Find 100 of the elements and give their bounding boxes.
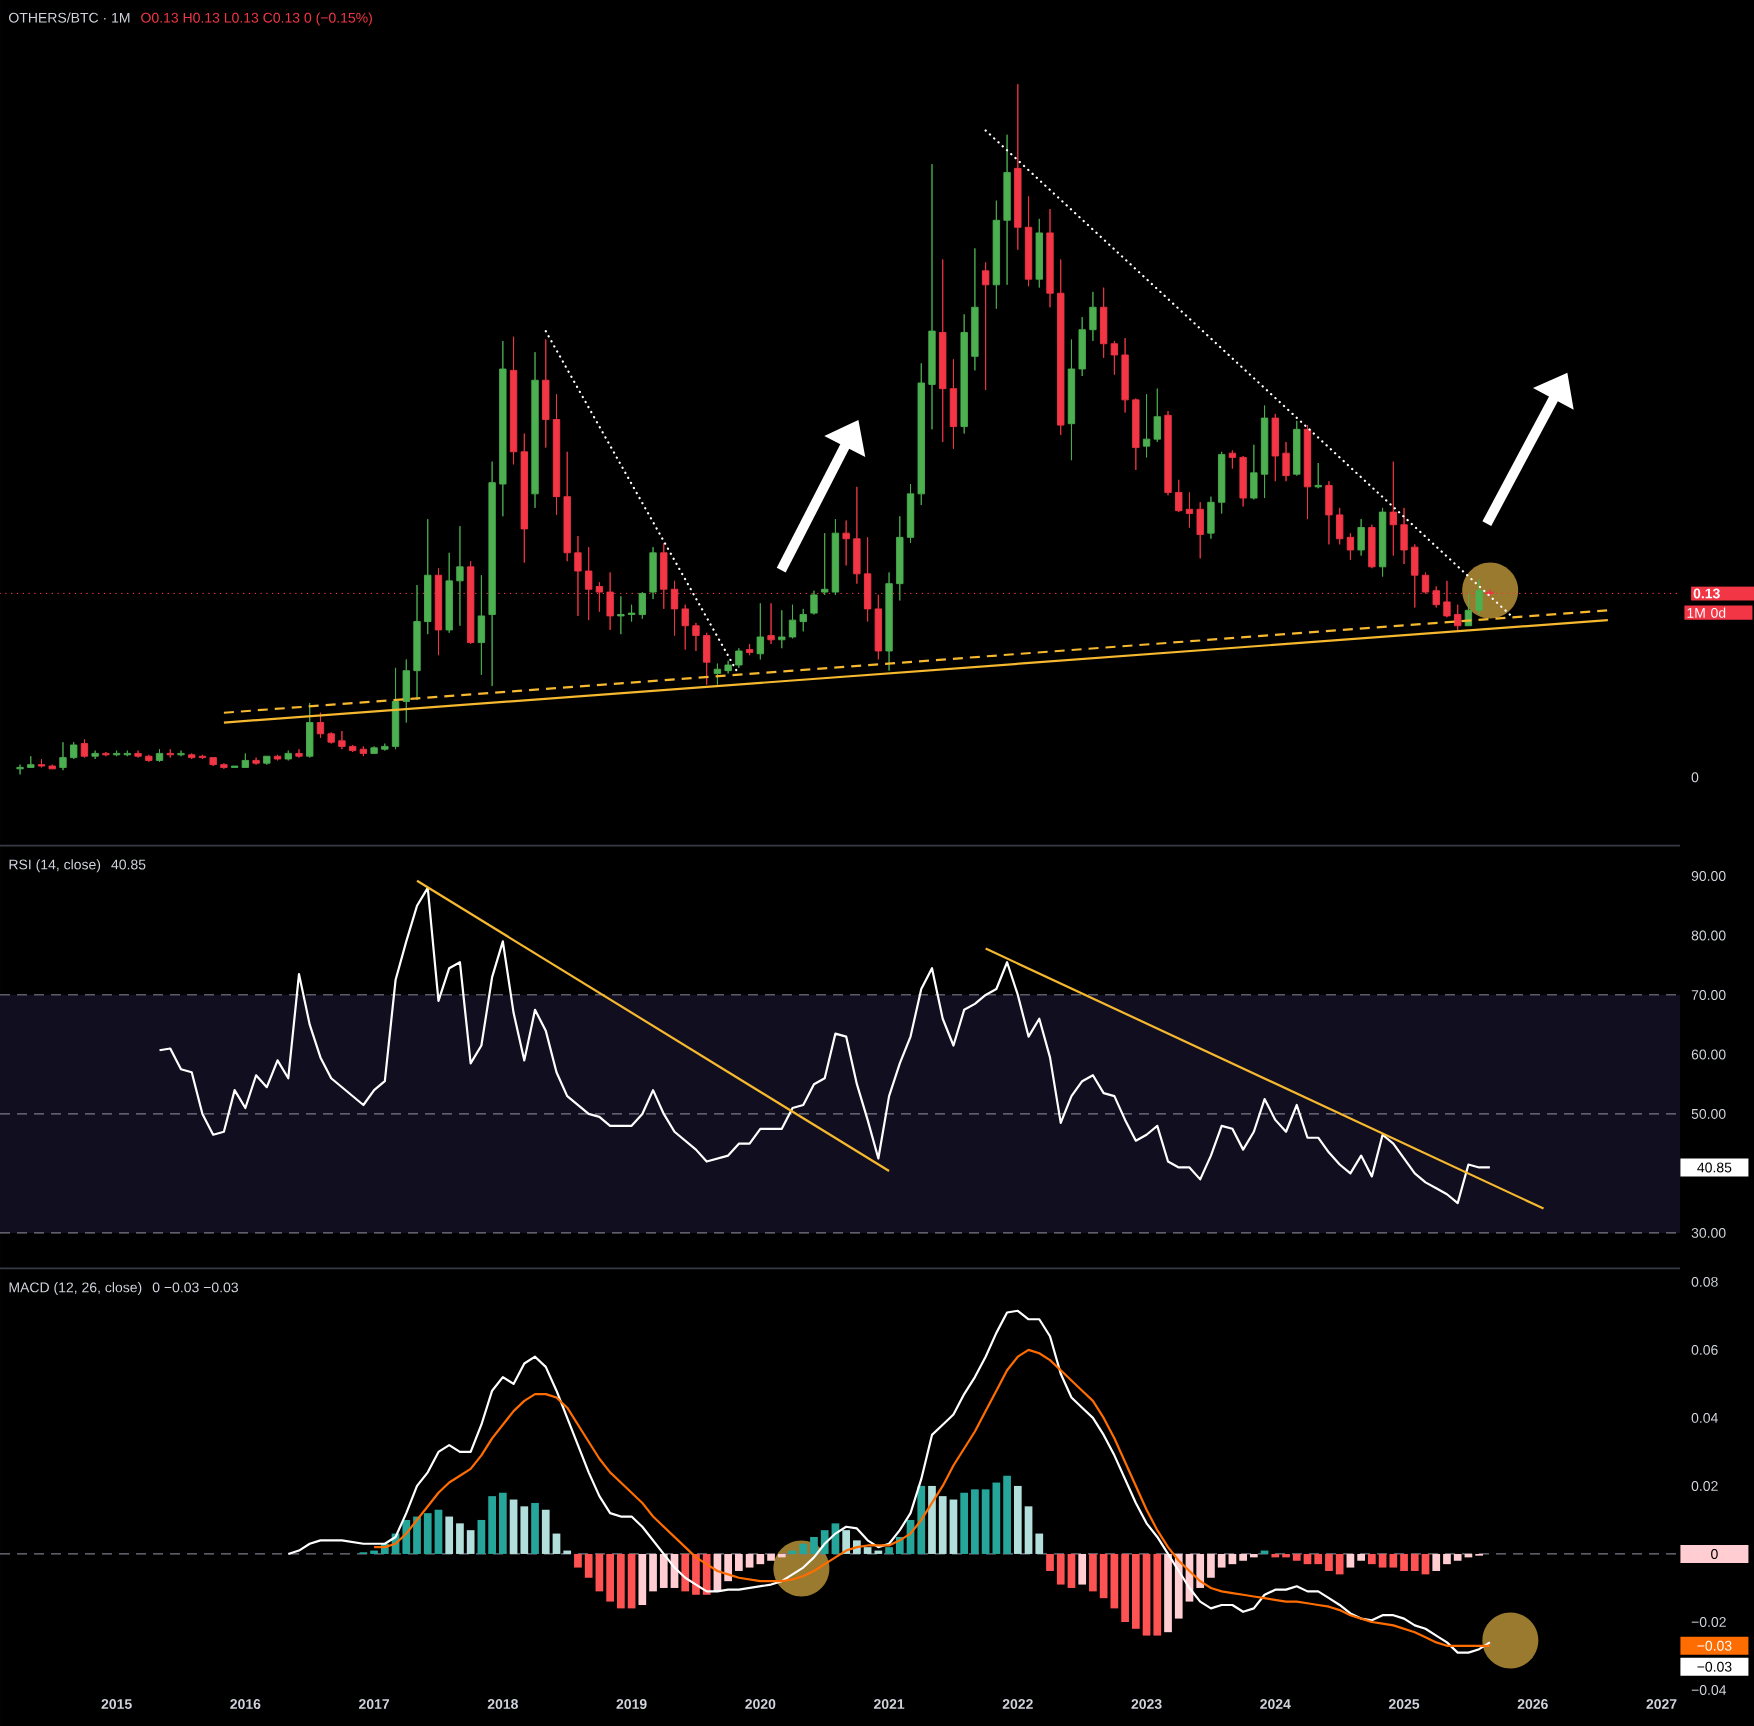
y-tick-label: 0.13 <box>1693 588 1720 599</box>
candlestick <box>1325 480 1333 545</box>
candlestick <box>799 608 807 632</box>
candlestick <box>778 609 786 649</box>
bar <box>659 1553 668 1588</box>
candlestick <box>445 552 453 634</box>
bar <box>960 1492 969 1554</box>
candlestick <box>992 200 1001 310</box>
bar <box>1089 1553 1097 1592</box>
candlestick <box>155 748 164 763</box>
candlestick <box>1175 479 1183 513</box>
bar <box>1013 1485 1022 1554</box>
candlestick <box>928 163 936 430</box>
candlestick <box>821 532 829 596</box>
bar <box>938 1496 947 1554</box>
x-tick-label: 2025 <box>1388 1699 1420 1709</box>
candlestick <box>1293 420 1301 477</box>
bar <box>434 1509 443 1554</box>
candlestick <box>1357 518 1365 557</box>
candlestick <box>1164 410 1172 496</box>
bar <box>745 1553 754 1568</box>
bar <box>1024 1506 1033 1554</box>
candlestick <box>230 765 239 768</box>
bar <box>874 1550 883 1554</box>
candlestick <box>241 752 250 768</box>
y-tick-label: 0.04 <box>1691 1412 1718 1423</box>
bar <box>1389 1553 1398 1568</box>
candlestick <box>1153 388 1161 443</box>
candlestick <box>1024 195 1033 287</box>
bar <box>1035 1533 1044 1554</box>
bar <box>1282 1553 1290 1558</box>
y-tick-label: 50.00 <box>1691 1109 1726 1119</box>
bar <box>1453 1553 1462 1561</box>
x-tick-label: 2017 <box>359 1699 390 1709</box>
x-tick-label: 2020 <box>745 1699 776 1709</box>
candlestick <box>1303 424 1312 520</box>
bar <box>606 1553 614 1602</box>
text: 1M 0d <box>1687 607 1726 618</box>
bar <box>413 1516 421 1554</box>
candlestick <box>1346 532 1355 561</box>
candlestick <box>1057 259 1065 436</box>
x-tick-label: 2019 <box>616 1699 647 1709</box>
text: −0.03 <box>1697 1640 1732 1651</box>
bar <box>574 1553 582 1568</box>
candlestick <box>531 351 539 509</box>
candlestick <box>177 750 185 757</box>
candlestick <box>391 667 400 750</box>
text: RSI (14, close) <box>9 859 101 873</box>
candlestick <box>80 738 89 759</box>
bar <box>1131 1553 1140 1629</box>
x-tick-label: 2026 <box>1517 1699 1548 1709</box>
bar <box>649 1553 657 1592</box>
bar <box>477 1519 486 1554</box>
candlestick <box>413 584 421 701</box>
candlestick <box>1121 337 1129 413</box>
bar <box>799 1543 808 1554</box>
candlestick <box>263 755 271 766</box>
bar <box>541 1509 550 1554</box>
candlestick <box>284 750 292 761</box>
candlestick <box>906 483 915 544</box>
bar <box>1432 1553 1441 1571</box>
bar <box>1078 1553 1087 1585</box>
candlestick <box>831 518 840 596</box>
bar <box>638 1553 647 1605</box>
candlestick <box>1067 339 1076 461</box>
bar <box>456 1523 464 1554</box>
y-tick-label: 80.00 <box>1691 930 1726 941</box>
bar <box>466 1530 475 1554</box>
candlestick <box>16 764 24 775</box>
x-tick-label: 2027 <box>1646 1699 1677 1709</box>
candlestick <box>1003 134 1011 286</box>
candlestick <box>1110 340 1119 376</box>
candlestick <box>188 752 196 760</box>
bar <box>563 1550 572 1554</box>
bar <box>1368 1553 1376 1565</box>
candlestick <box>703 632 711 686</box>
candlestick <box>810 590 818 615</box>
candlestick <box>745 643 754 656</box>
text: 40.85 <box>111 859 146 870</box>
text: MACD (12, 26, close) <box>9 1282 142 1296</box>
bar <box>1153 1553 1162 1636</box>
bar <box>1346 1553 1355 1568</box>
bar <box>509 1499 518 1554</box>
candlestick <box>1250 444 1258 500</box>
bar <box>981 1489 990 1554</box>
candlestick <box>123 750 132 757</box>
candlestick <box>788 604 797 639</box>
bar <box>1196 1553 1205 1588</box>
text: O0.13 H0.13 L0.13 C0.13 0 (−0.15%) <box>141 12 372 26</box>
bar <box>1325 1553 1333 1571</box>
bar <box>1142 1553 1151 1636</box>
candlestick <box>252 757 260 766</box>
candlestick <box>713 663 722 686</box>
x-tick-label: 2021 <box>873 1699 905 1709</box>
bar <box>1003 1475 1011 1554</box>
candlestick <box>499 340 507 517</box>
bar <box>917 1485 926 1554</box>
candlestick <box>220 762 228 770</box>
candlestick <box>1271 413 1279 482</box>
candlestick <box>563 451 571 562</box>
